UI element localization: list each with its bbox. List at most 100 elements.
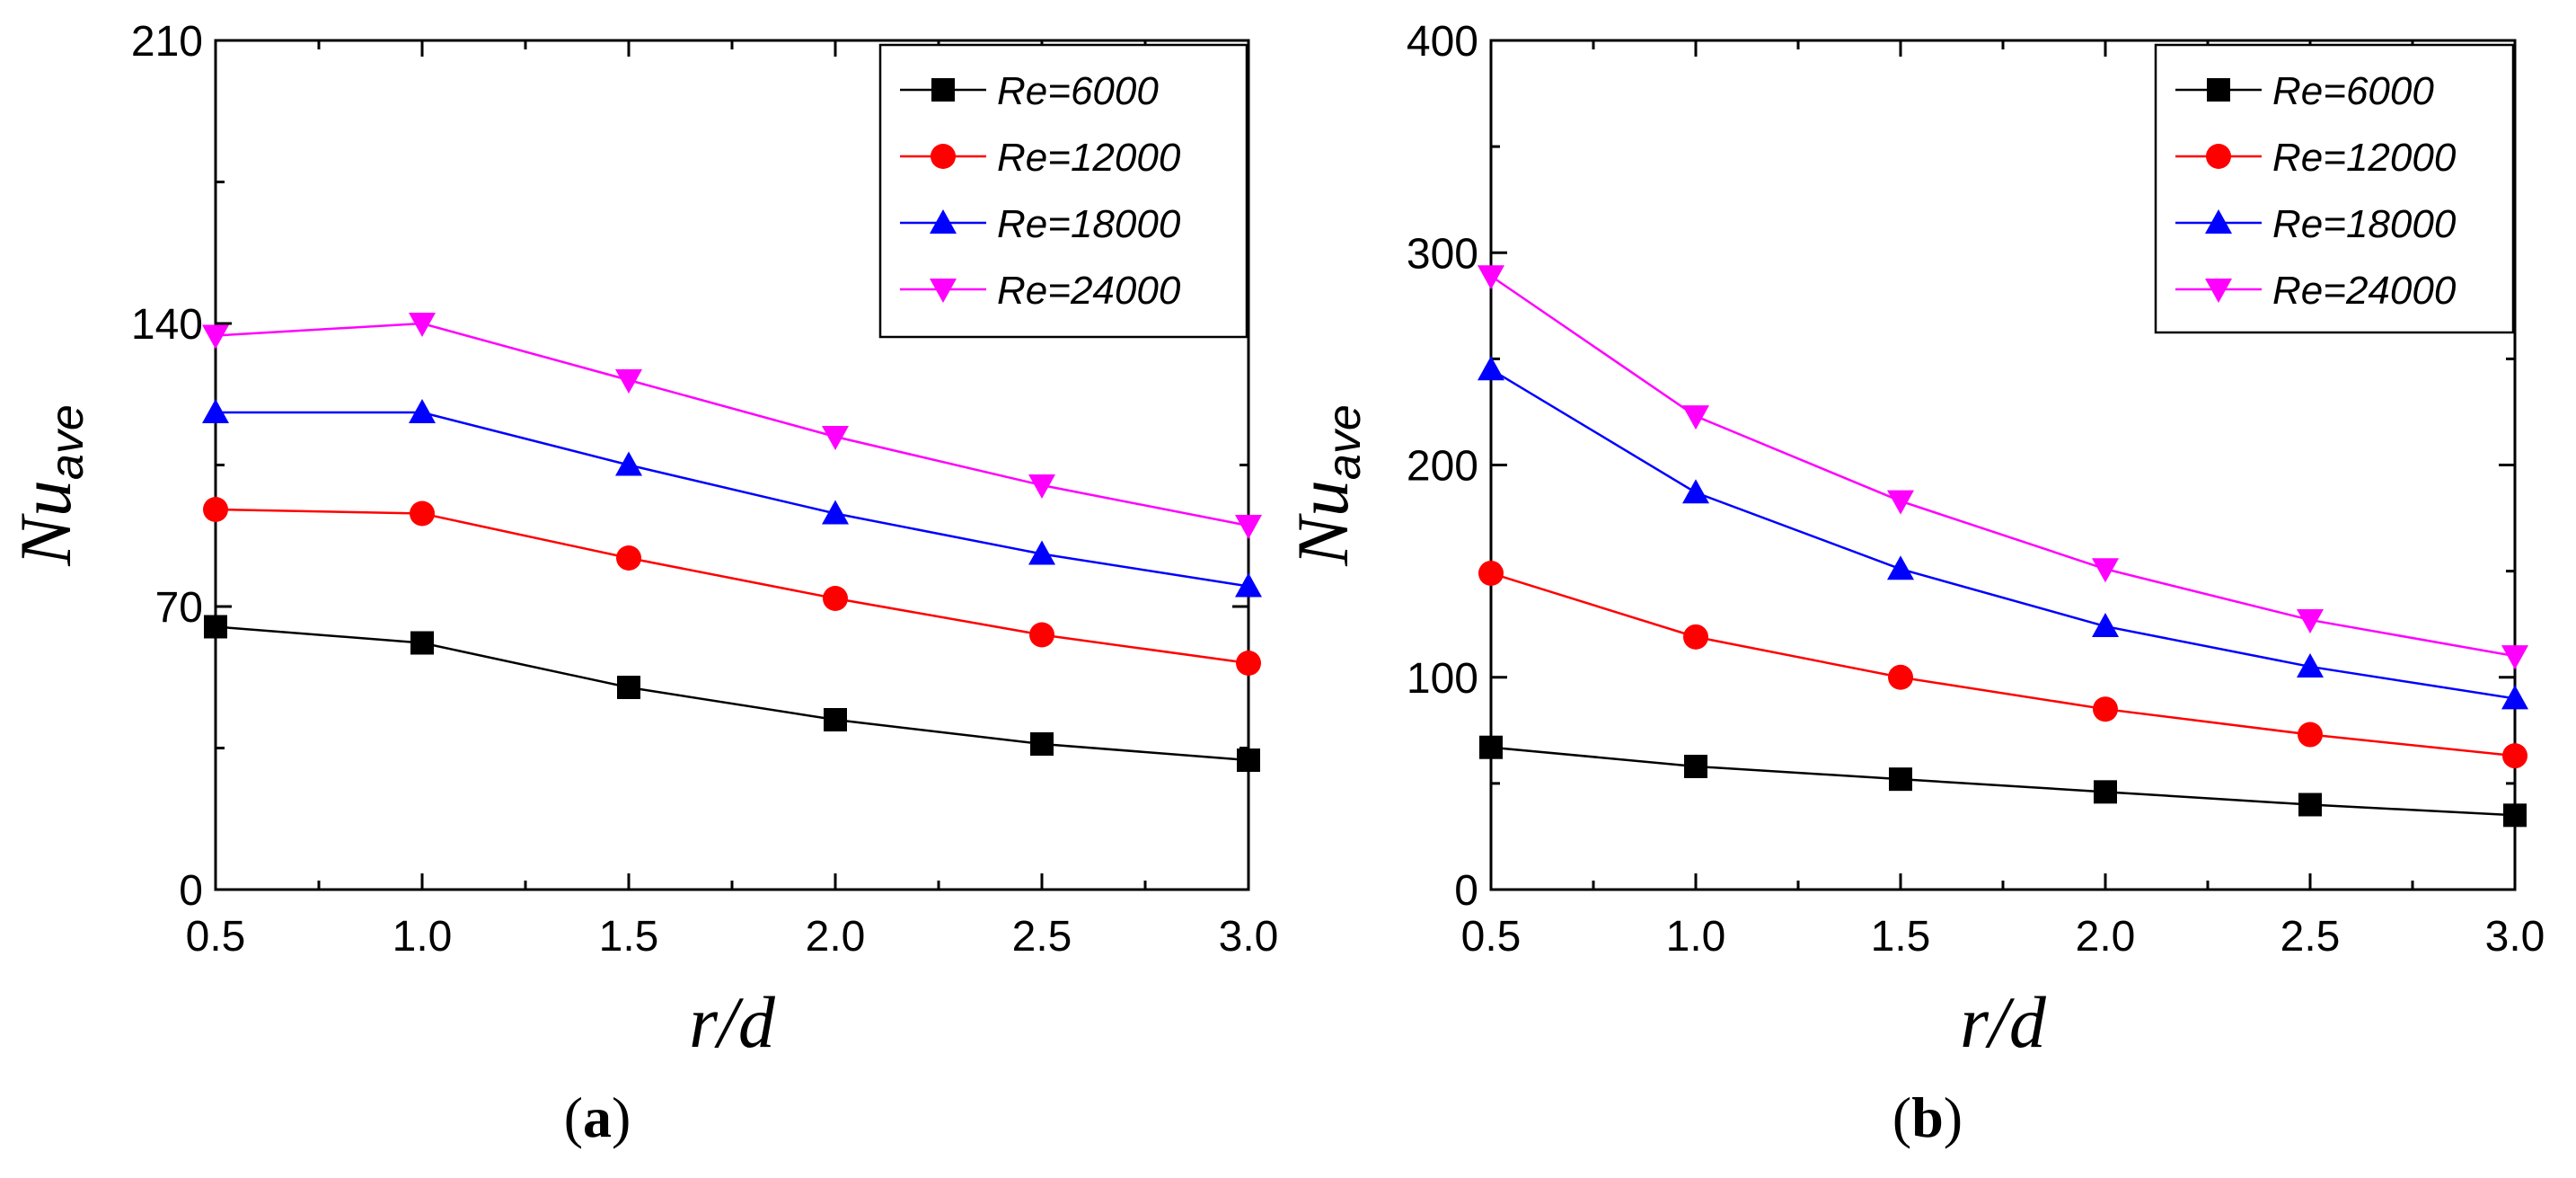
panel-a: 0 70 140 210 0.5 1.0 1.5 2.0 2.5 3.0 Nuave r/d Re=60… <box>4 18 1278 1063</box>
panel-b-legend-label-3: Re=24000 <box>2272 269 2457 313</box>
panel-a-data-point-2-2 <box>615 451 642 476</box>
panel-a-x-tick-label: 2.0 <box>806 913 866 961</box>
panel-a-data-point-3-3 <box>822 426 849 450</box>
panel-b-legend-label-0: Re=6000 <box>2272 69 2434 113</box>
panel-a-y-tick-label: 70 <box>155 584 203 632</box>
panel-b-data-point-1-5 <box>2502 743 2527 769</box>
panel-b-data-point-1-4 <box>2298 722 2323 748</box>
panel-b-data-point-3-1 <box>1682 405 1709 430</box>
panel-a-data-point-3-1 <box>409 313 436 337</box>
panel-a-x-tick-label: 2.5 <box>1012 913 1072 961</box>
panel-b-data-point-3-2 <box>1887 490 1914 515</box>
panel-a-legend-marker-0 <box>931 78 955 102</box>
panel-a-x-tick-label: 1.5 <box>599 913 659 961</box>
panel-a-data-point-2-0 <box>202 399 229 423</box>
panel-a-data-point-1-0 <box>203 497 228 522</box>
panel-a-y-axis-title-sub: ave <box>41 404 93 480</box>
panel-a-legend-label-0: Re=6000 <box>997 69 1159 113</box>
panel-a-data-point-1-3 <box>823 586 848 611</box>
panel-a-data-point-1-5 <box>1236 651 1261 676</box>
panel-b-data-point-1-0 <box>1478 560 1504 586</box>
panel-a-data-point-0-3 <box>824 708 847 731</box>
panel-a-data-point-0-4 <box>1030 732 1054 756</box>
panel-b-y-axis-title-sub: ave <box>1319 404 1371 480</box>
panel-b-data-point-3-5 <box>2501 645 2528 670</box>
panel-b-data-point-0-1 <box>1684 754 1707 778</box>
panel-a-series-line-3 <box>215 322 1249 527</box>
panel-a-legend-label-3: Re=24000 <box>997 269 1181 313</box>
panel-a-x-axis-title: r/d <box>689 981 776 1063</box>
panel-a-x-tick-label: 3.0 <box>1219 913 1279 961</box>
panel-b-x-tick-label: 0.5 <box>1461 913 1522 961</box>
panel-b-data-point-2-1 <box>1682 479 1709 504</box>
panel-a-legend-marker-1 <box>931 144 956 169</box>
panel-b-data-point-0-5 <box>2503 803 2527 828</box>
panel-a-data-point-3-4 <box>1028 474 1055 499</box>
panel-b-series-line-2 <box>1490 368 2516 700</box>
panel-b-legend-marker-2 <box>2205 209 2232 234</box>
panel-b-x-tick-label: 1.0 <box>1666 913 1726 961</box>
panel-b-data-point-0-2 <box>1889 767 1912 792</box>
caption-a: (a) <box>564 1085 631 1149</box>
panel-b-data-point-2-2 <box>1887 555 1914 580</box>
panel-b-y-axis-title: Nuave <box>1282 404 1371 567</box>
panel-b-data-point-0-0 <box>1479 735 1503 759</box>
panel-a-x-tick-label: 1.0 <box>393 913 453 961</box>
panel-b-data-point-1-1 <box>1683 624 1708 650</box>
panel-a-y-axis-title-main: Nu <box>4 480 86 567</box>
panel-a-data-point-1-4 <box>1029 622 1054 648</box>
panel-a-data-point-1-2 <box>616 545 641 571</box>
panel-a-data-point-0-2 <box>617 676 640 699</box>
panel-b-data-point-2-4 <box>2297 652 2324 678</box>
panel-a-data-point-3-5 <box>1235 515 1262 539</box>
panel-b-data-point-1-2 <box>1888 664 1913 690</box>
panel-b-y-tick-label: 0 <box>1454 867 1478 915</box>
panel-a-y-tick-label: 140 <box>131 301 203 349</box>
panel-b-x-axis-title: r/d <box>1960 981 2047 1063</box>
panel-a-series-line-0 <box>215 625 1249 762</box>
panel-a-series-line-2 <box>216 411 1249 588</box>
panel-b-legend-marker-0 <box>2207 78 2230 102</box>
panel-b-data-point-1-3 <box>2093 696 2118 722</box>
panel-b-data-point-2-5 <box>2501 685 2528 710</box>
panel-a-data-point-2-3 <box>822 500 849 525</box>
panel-b-data-point-2-3 <box>2092 613 2119 638</box>
panel-b-y-axis-title-main: Nu <box>1282 480 1363 567</box>
panel-b-series-line-0 <box>1490 746 2516 817</box>
panel-b-y-tick-label: 200 <box>1407 443 1478 491</box>
panel-a-data-point-2-1 <box>409 399 436 423</box>
panel-b-legend-label-2: Re=18000 <box>2272 202 2457 246</box>
panel-a-legend-marker-2 <box>930 209 957 234</box>
panel-a-data-point-0-1 <box>410 631 434 655</box>
panel-a-data-point-0-0 <box>204 615 227 639</box>
panel-a-series-line-1 <box>215 508 1249 665</box>
panel-a-data-point-3-2 <box>615 369 642 394</box>
panel-a-y-tick-label: 210 <box>131 18 203 66</box>
panel-a-legend-marker-3 <box>930 279 957 303</box>
panel-b-y-tick-label: 300 <box>1407 230 1478 278</box>
panel-b-y-tick-label: 100 <box>1407 655 1478 703</box>
panel-b-legend-marker-3 <box>2205 279 2232 303</box>
panel-b-data-point-2-0 <box>1478 356 1504 381</box>
panel-a-data-point-3-0 <box>202 324 229 350</box>
panel-b-data-point-3-4 <box>2297 608 2324 633</box>
panel-b-legend-marker-1 <box>2206 144 2231 169</box>
panel-b-x-tick-label: 3.0 <box>2485 913 2545 961</box>
panel-b-data-point-0-4 <box>2298 793 2322 817</box>
caption-b: (b) <box>1892 1085 1963 1149</box>
panel-b-y-tick-label: 400 <box>1407 18 1478 66</box>
panel-a-data-point-2-4 <box>1028 540 1055 565</box>
panel-b: 0 100 200 300 400 0.5 1.0 1.5 2.0 2.5 3.0 Nuave r/d R… <box>1282 18 2545 1063</box>
panel-b-data-point-3-3 <box>2092 558 2119 583</box>
panel-a-x-tick-label: 0.5 <box>186 913 246 961</box>
panel-a-y-tick-label: 0 <box>179 867 203 915</box>
panel-a-legend-label-1: Re=12000 <box>997 136 1181 180</box>
panel-a-y-axis-title: Nuave <box>4 404 93 567</box>
panel-b-series-line-3 <box>1490 275 2516 658</box>
panel-a-data-point-0-5 <box>1237 748 1260 772</box>
panel-b-x-tick-label: 2.5 <box>2280 913 2341 961</box>
panel-a-data-point-1-1 <box>410 500 435 527</box>
panel-b-data-point-3-0 <box>1478 265 1504 290</box>
